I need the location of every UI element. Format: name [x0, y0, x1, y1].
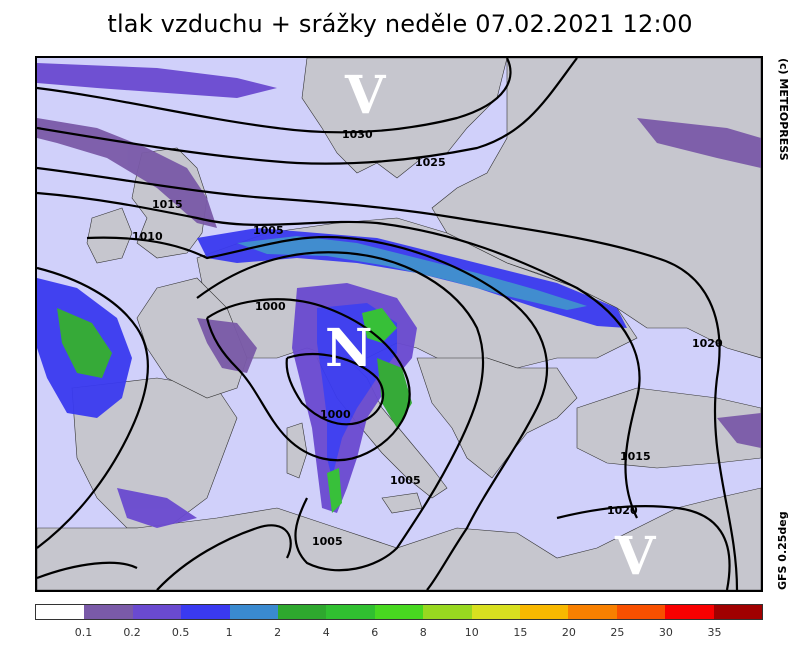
precip-alps-core: [317, 303, 397, 478]
legend-tick-label: 15: [513, 626, 528, 639]
low-pressure-center-italy: N: [325, 318, 373, 379]
isobar-1020-north: [37, 166, 739, 590]
copyright-label: (c) METEOPRESS: [777, 58, 790, 161]
precip-italy-green: [362, 308, 397, 343]
legend-swatch: [374, 605, 424, 619]
isobar-label-1015-east: 1015: [620, 450, 651, 463]
isobar-label-1025: 1025: [415, 156, 446, 169]
precip-north-sea: [37, 118, 217, 228]
legend-tick-label: 4: [322, 626, 330, 639]
isobar-label-1005-south: 1005: [390, 474, 421, 487]
precip-adriatic: [377, 358, 412, 428]
legend-swatch: [326, 605, 375, 619]
map-title: tlak vzduchu + srážky neděle 07.02.2021 …: [107, 10, 693, 38]
isobar-1010: [86, 235, 549, 590]
isobar-1030: [37, 58, 512, 134]
land-ireland: [86, 207, 133, 264]
isobar-south-1: [156, 524, 292, 590]
isobar-label-1020-se: 1020: [607, 504, 638, 517]
precip-east-med: [717, 413, 761, 448]
isobars: [37, 58, 739, 590]
legend-swatch: [616, 605, 666, 619]
model-label: GFS 0.25deg: [776, 511, 789, 590]
legend-tick-label: 6: [371, 626, 379, 639]
precipitation-legend: [35, 604, 763, 620]
precip-north-atlantic: [37, 63, 277, 98]
legend-swatch: [423, 605, 472, 619]
legend-tick-label: 0.2: [123, 626, 141, 639]
isobar-label-1005-north: 1005: [253, 224, 284, 237]
high-pressure-center-southeast: V: [614, 526, 657, 587]
isobar-label-1010: 1010: [132, 230, 163, 243]
pressure-centers: V N V: [325, 65, 657, 587]
land-sardinia: [286, 422, 308, 479]
legend-swatch: [132, 605, 182, 619]
isobar-label-1020-east: 1020: [692, 337, 723, 350]
isobar-1025: [37, 58, 578, 165]
legend-swatch: [229, 605, 279, 619]
precip-balkans-north: [637, 118, 761, 168]
legend-swatch: [713, 605, 763, 619]
precip-west-iberia-core: [57, 308, 112, 378]
isobar-1020-se: [556, 504, 731, 590]
legend-tick-label: 20: [561, 626, 576, 639]
map-canvas: 1030 1025 1015 1010 1005 1000 1000 1005 …: [37, 58, 761, 590]
precip-iberia-south: [117, 488, 197, 528]
legend-tick-label: 25: [610, 626, 625, 639]
legend-tick-label: 30: [658, 626, 673, 639]
weather-map: 1030 1025 1015 1010 1005 1000 1000 1005 …: [35, 56, 763, 592]
legend-tick-label: 1: [225, 626, 233, 639]
isobar-1000: [205, 298, 411, 462]
precip-italy-green-south: [327, 468, 342, 513]
isobar-south-2: [37, 561, 138, 580]
legend-tick-label: 2: [274, 626, 282, 639]
isobar-1005: [196, 251, 485, 572]
legend-swatch: [36, 605, 85, 619]
legend-swatch: [84, 605, 133, 619]
legend-tick-label: 8: [419, 626, 427, 639]
isobar-labels: 1030 1025 1015 1010 1005 1000 1000 1005 …: [132, 128, 723, 548]
high-pressure-center-north: V: [344, 65, 387, 126]
legend-tick-label: 0.5: [171, 626, 190, 639]
isobar-label-1000-west: 1000: [255, 300, 286, 313]
isobar-label-1005-sw: 1005: [312, 535, 343, 548]
legend-tick-label: 10: [464, 626, 479, 639]
isobar-label-1030: 1030: [342, 128, 373, 141]
precipitation-legend-labels: 0.1 0.2 0.5 1 2 4 6 8 10 15 20 25 30 35: [35, 626, 763, 642]
legend-swatch: [181, 605, 230, 619]
legend-swatch: [471, 605, 521, 619]
isobar-west: [37, 266, 149, 549]
isobar-label-1000-center: 1000: [320, 408, 351, 421]
legend-tick-label: 0.1: [74, 626, 93, 639]
legend-swatch: [278, 605, 327, 619]
land-france: [136, 277, 248, 399]
legend-swatch: [665, 605, 714, 619]
legend-tick-label: 35: [707, 626, 722, 639]
isobar-1015: [37, 191, 641, 519]
isobar-label-1015: 1015: [152, 198, 183, 211]
legend-swatch: [568, 605, 617, 619]
isobar-inner: [285, 352, 385, 426]
land-balkans: [416, 357, 578, 479]
legend-swatch: [520, 605, 569, 619]
land-north-africa: [37, 487, 761, 590]
